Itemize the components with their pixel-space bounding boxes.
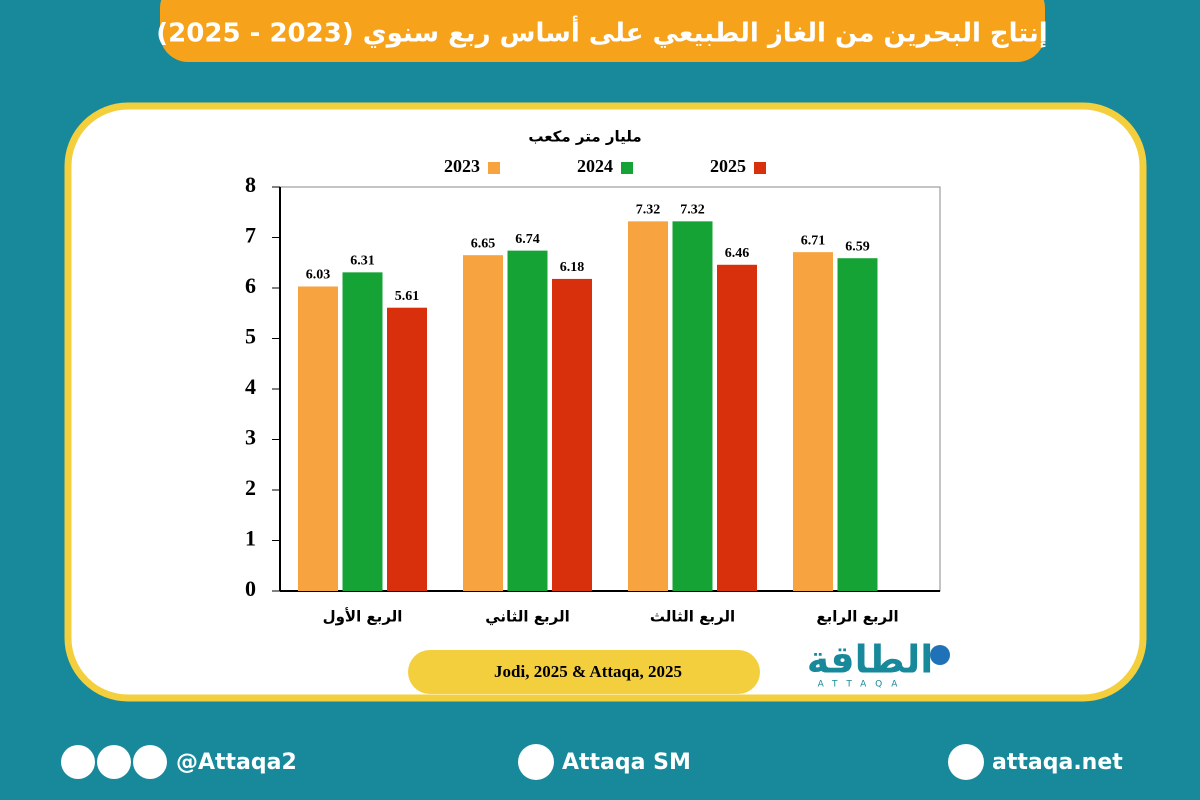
- bar: [463, 255, 503, 592]
- bar: [387, 307, 427, 591]
- logo-text: الطاقة: [807, 638, 934, 682]
- x-tick-label: الربع الثاني: [485, 608, 570, 626]
- y-tick-label: 4: [245, 374, 256, 399]
- y-tick-label: 0: [245, 576, 256, 601]
- bar: [342, 272, 383, 591]
- legend-label: 2025: [710, 156, 746, 176]
- card: [64, 102, 1147, 702]
- instagram-icon[interactable]: [97, 745, 131, 779]
- youtube-icon[interactable]: [518, 744, 554, 780]
- footer: @Attaqa2 Attaqa SM attaqa.net: [61, 744, 1123, 780]
- value-label: 6.31: [350, 254, 375, 269]
- legend-label: 2023: [444, 156, 480, 176]
- source: Jodi, 2025 & Attaqa, 2025: [494, 662, 682, 681]
- y-tick-label: 5: [245, 324, 256, 349]
- value-label: 6.03: [306, 268, 331, 283]
- value-label: 6.71: [801, 233, 826, 248]
- chart-title: إنتاج البحرين من الغاز الطبيعي على أساس …: [156, 16, 1047, 49]
- legend-swatch: [754, 162, 766, 174]
- value-label: 7.32: [680, 203, 705, 218]
- title-banner: [160, 0, 1045, 62]
- bar: [717, 264, 757, 591]
- legend-swatch: [488, 162, 500, 174]
- value-label: 6.18: [560, 260, 585, 275]
- bar: [628, 221, 668, 591]
- bar: [672, 221, 713, 591]
- x-tick-label: الربع الثالث: [650, 608, 735, 626]
- website[interactable]: attaqa.net: [992, 750, 1123, 775]
- handle: @Attaqa2: [176, 750, 297, 775]
- unit-label: مليار متر مكعب: [528, 128, 641, 146]
- value-label: 6.74: [515, 232, 540, 247]
- value-label: 6.46: [725, 246, 750, 261]
- facebook-icon[interactable]: [133, 745, 167, 779]
- value-label: 6.59: [845, 239, 870, 254]
- x-tick-label: الربع الأول: [323, 608, 403, 626]
- value-label: 6.65: [471, 236, 496, 251]
- legend-label: 2024: [577, 156, 613, 176]
- y-tick-label: 2: [245, 475, 256, 500]
- source-pill: [408, 650, 760, 694]
- legend-swatch: [621, 162, 633, 174]
- y-tick-label: 7: [245, 223, 256, 248]
- x-icon[interactable]: [61, 745, 95, 779]
- bar: [507, 250, 548, 591]
- x-tick-label: الربع الرابع: [816, 608, 898, 626]
- bar: [837, 258, 878, 591]
- web-icon[interactable]: [948, 744, 984, 780]
- y-tick-label: 6: [245, 273, 256, 298]
- logo-latin: ATTAQA: [818, 680, 907, 690]
- value-label: 7.32: [636, 203, 661, 218]
- bar: [298, 286, 338, 591]
- y-tick-label: 3: [245, 425, 256, 450]
- y-tick-label: 1: [245, 526, 256, 551]
- logo-drop: [930, 645, 950, 665]
- y-tick-label: 8: [245, 172, 256, 197]
- youtube-name: Attaqa SM: [562, 750, 691, 775]
- bar: [793, 252, 833, 591]
- bar: [552, 278, 592, 591]
- value-label: 5.61: [395, 289, 420, 304]
